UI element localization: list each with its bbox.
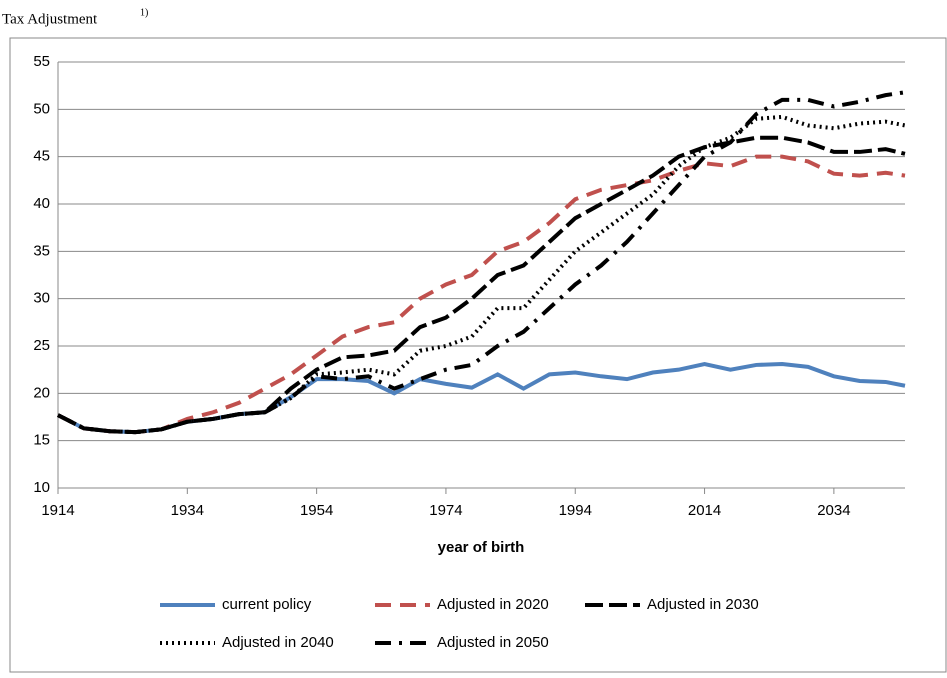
y-tick-label: 15	[33, 432, 50, 449]
x-axis-label: year of birth	[438, 539, 525, 556]
legend-label: Adjusted in 2020	[437, 596, 549, 613]
x-tick-label: 2014	[688, 502, 721, 519]
series-line	[57, 114, 906, 435]
x-tick-label: 1994	[559, 502, 592, 519]
series-line	[57, 154, 906, 435]
y-tick-label: 35	[33, 242, 50, 259]
y-tick-label: 50	[33, 100, 50, 117]
x-tick-label: 1934	[171, 502, 204, 519]
x-tick-label: 1914	[41, 502, 74, 519]
y-tick-label: 20	[33, 384, 50, 401]
y-tick-label: 45	[33, 148, 50, 165]
y-tick-label: 25	[33, 337, 50, 354]
y-tick-label: 10	[33, 479, 50, 496]
title-note: 1)	[140, 7, 148, 18]
x-tick-label: 2034	[817, 502, 850, 519]
y-tick-label: 55	[33, 53, 50, 70]
chart-frame	[9, 37, 947, 673]
legend-label: current policy	[222, 596, 312, 613]
legend-label: Adjusted in 2050	[437, 634, 549, 651]
y-tick-label: 30	[33, 290, 50, 307]
legend-label: Adjusted in 2030	[647, 596, 759, 613]
x-tick-label: 1974	[429, 502, 462, 519]
y-tick-label: 40	[33, 195, 50, 212]
x-tick-label: 1954	[300, 502, 333, 519]
chart-title: Tax Adjustment	[2, 11, 98, 27]
series-line	[57, 90, 906, 435]
legend-label: Adjusted in 2040	[222, 634, 334, 651]
